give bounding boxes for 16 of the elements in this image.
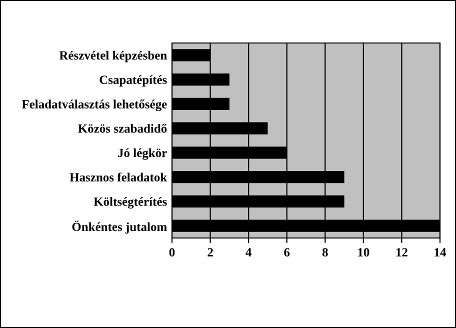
y-tick-label: Részvétel képzésben <box>59 50 167 62</box>
y-tick-label: Csapatépítés <box>100 75 167 87</box>
x-tick-label: 14 <box>434 248 446 256</box>
y-tick-label: Feladatválasztás lehetősége <box>22 100 167 112</box>
y-tick-label: Önkéntes jutalom <box>72 220 167 234</box>
y-tick-label: Közös szabadidő <box>78 124 167 133</box>
y-tick-label: Költségtérítés <box>94 197 167 209</box>
x-tick-label: 12 <box>396 248 408 256</box>
x-tick-label: 10 <box>358 248 370 257</box>
x-tick-label: 8 <box>322 248 328 257</box>
x-tick-label: 4 <box>246 248 252 256</box>
x-tick-label: 2 <box>208 248 213 256</box>
y-tick-label: Hasznos feladatok <box>70 172 168 182</box>
x-tick-label: 6 <box>284 248 290 257</box>
y-tick-label: Jó légkör <box>118 148 167 160</box>
x-tick-label: 0 <box>169 248 175 257</box>
